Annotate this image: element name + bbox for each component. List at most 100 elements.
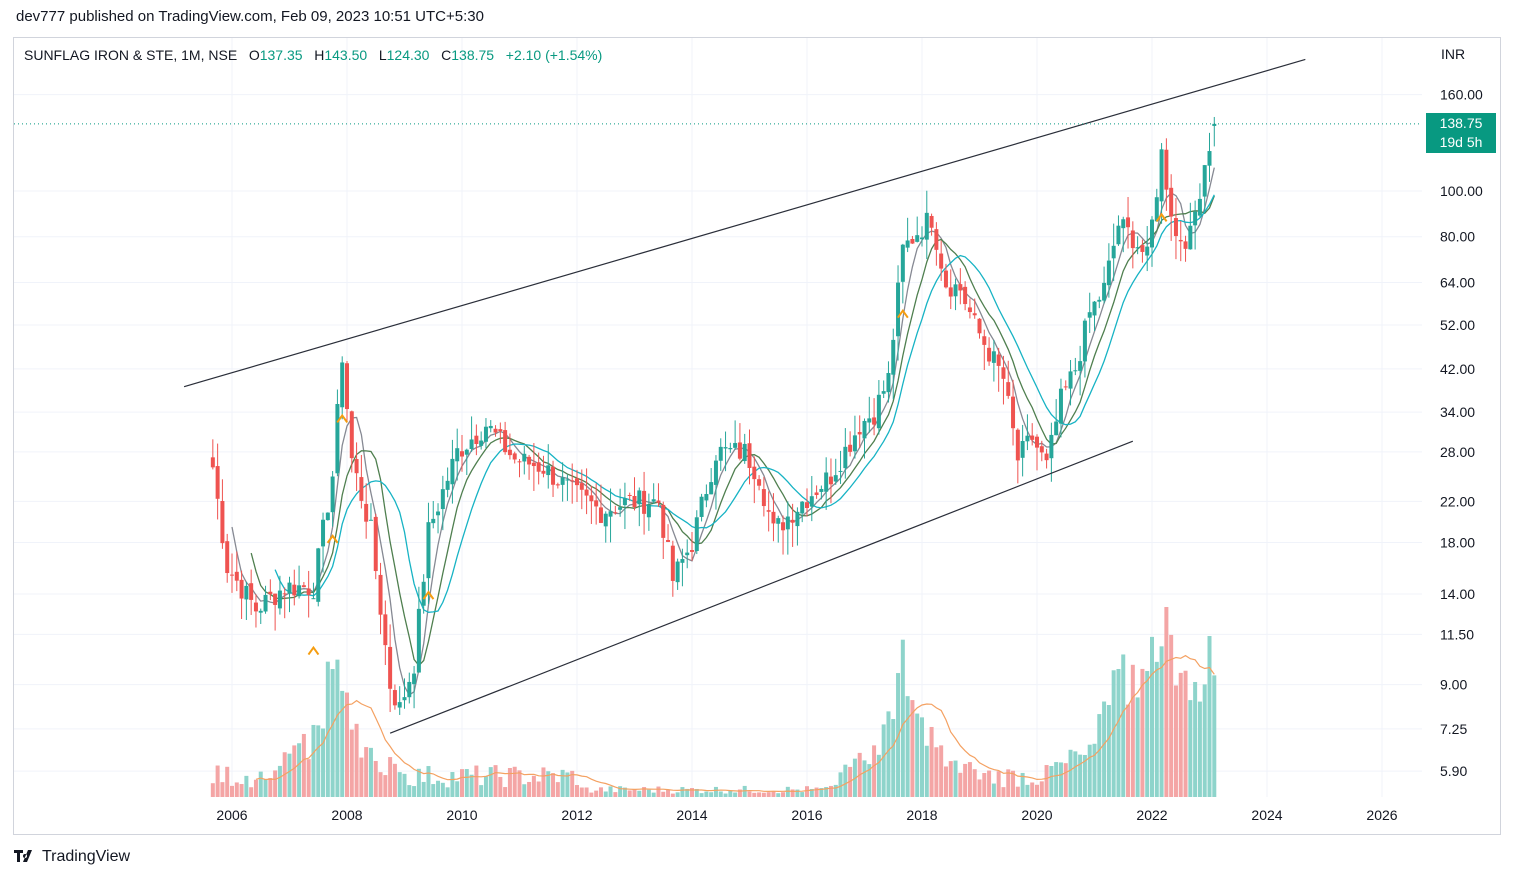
volume-bar [819,788,824,797]
volume-bar [392,763,397,797]
volume-bar [963,763,968,797]
candle-up [852,435,857,452]
candle-down [690,550,694,552]
candle-down [761,489,766,507]
candle-down [1039,446,1044,453]
volume-bar [560,769,565,797]
volume-bar [637,790,642,797]
candle-up [1106,260,1111,286]
candle-down [656,500,661,503]
volume-bar [598,787,603,797]
candle-down [575,478,579,486]
candle-down [268,591,273,595]
candle-up [915,235,920,242]
candle-down [1063,386,1068,388]
volume-bar [982,772,987,797]
candle-down [1126,217,1131,228]
volume-bar [690,788,694,797]
volume-bar [713,786,718,797]
candle-up [685,552,690,556]
candle-down [872,417,877,425]
volume-bar [1035,784,1039,797]
candle-down [306,588,311,595]
candle-down [1169,187,1174,217]
time-axis-label: 2010 [446,807,477,823]
volume-bar [781,792,786,797]
candle-up [876,394,881,429]
candle-up [546,465,551,476]
volume-bar [469,774,474,797]
candle-down [1140,245,1145,252]
volume-bar [1178,672,1183,797]
tradingview-logo[interactable]: TradingView [14,848,130,866]
volume-bar [828,785,833,797]
volume-bar [771,791,776,797]
candle-down [1011,396,1016,429]
volume-bar [809,788,814,797]
high-value: 143.50 [324,47,368,63]
candle-up [675,561,680,583]
candle-up [402,697,407,701]
volume-bar [594,790,599,797]
volume-bar [268,777,273,797]
signal-marker-icon [326,534,339,544]
volume-bar [234,782,239,797]
volume-bar [967,762,972,797]
candle-down [1173,218,1178,237]
candle-down [239,579,244,599]
volume-bar [306,759,311,797]
candle-up [258,610,263,613]
candle-up [809,496,814,507]
candle-down [632,496,637,508]
signal-marker-icon [422,590,435,600]
candle-up [900,244,905,282]
volume-bar [1183,670,1188,797]
volume-bar [507,768,512,797]
candle-down [1001,367,1006,379]
volume-bar [1015,786,1020,797]
volume-bar [1078,754,1083,797]
volume-bar [1111,670,1116,797]
price-axis-label: 160.00 [1440,87,1483,103]
price-axis-label: 52.00 [1440,317,1475,333]
volume-bar [570,770,575,797]
candle-down [282,593,287,595]
volume-bar [426,766,431,797]
volume-bar [1207,636,1212,797]
volume-bar [1173,685,1178,797]
volume-bar [996,771,1001,797]
candle-down [541,470,546,474]
volume-bar [1106,705,1111,797]
volume-bar [1130,664,1135,797]
candle-down [752,466,757,480]
signal-markers [307,212,1168,656]
volume-bar [948,761,953,797]
volume-bar [349,729,354,797]
candle-up [277,590,282,609]
volume-bar [618,786,623,797]
volume-bar [1001,787,1006,797]
volume-bar [1087,744,1092,797]
volume-bar [833,784,838,797]
price-axis-label: 14.00 [1440,586,1475,602]
volume-bar [1126,704,1131,797]
symbol-label[interactable]: SUNFLAG IRON & STE, 1M, NSE [24,47,238,63]
candle-down [943,270,948,288]
volume-bar [680,787,685,797]
volume-bar [1073,751,1078,797]
volume-bar [910,700,915,797]
volume-bar [220,782,225,797]
candle-up [843,446,848,469]
volume-bar [536,781,541,797]
trendlines [183,58,1306,734]
low-label: L [378,47,387,63]
volume-bar [1154,661,1159,797]
candle-up [522,453,527,462]
candle-up [488,425,493,429]
volume-bar [368,747,373,797]
candle-up [426,522,431,579]
candle-up [1207,151,1212,166]
volume-bar [785,786,790,797]
candle-down [345,363,349,410]
